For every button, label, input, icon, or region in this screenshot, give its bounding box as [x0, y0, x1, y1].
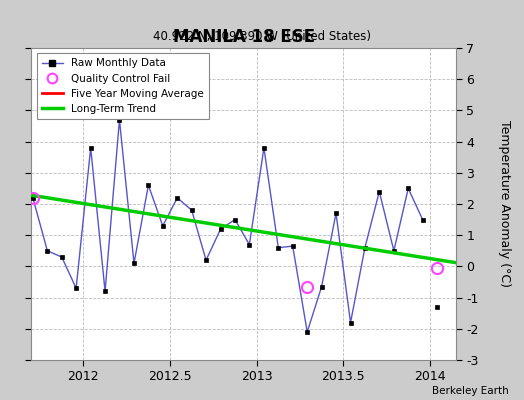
Legend: Raw Monthly Data, Quality Control Fail, Five Year Moving Average, Long-Term Tren: Raw Monthly Data, Quality Control Fail, … — [37, 53, 209, 119]
Text: Berkeley Earth: Berkeley Earth — [432, 386, 508, 396]
Title: MANILA 18 ESE: MANILA 18 ESE — [172, 28, 315, 46]
Text: 40.922 N, 109.390 W (United States): 40.922 N, 109.390 W (United States) — [153, 30, 371, 43]
Y-axis label: Temperature Anomaly (°C): Temperature Anomaly (°C) — [498, 120, 511, 288]
